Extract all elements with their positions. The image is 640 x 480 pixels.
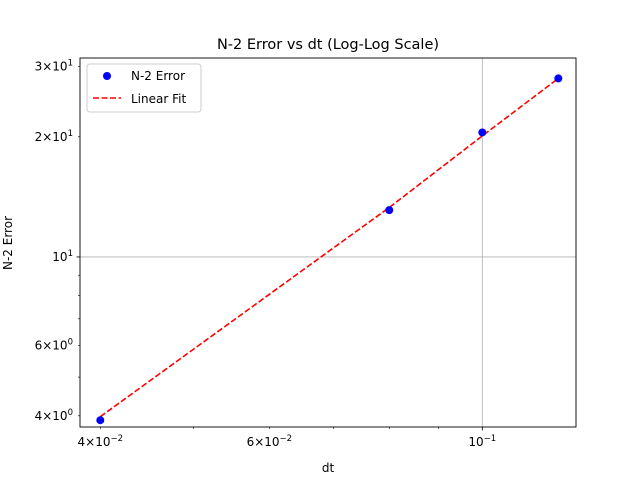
data-point [385, 206, 394, 215]
y-axis-label: N-2 Error [1, 216, 15, 270]
x-axis-label: dt [322, 461, 335, 475]
axis-ticks: 4×10−2 6×10−2 10−1 4×100 6×100 101 2×101 3×101 [35, 58, 497, 449]
y-tick-label: 4×100 [35, 408, 73, 423]
x-tick-label: 6×10−2 [247, 434, 293, 449]
data-point [478, 128, 487, 137]
data-point [554, 74, 563, 83]
linear-fit-line [99, 77, 559, 418]
y-tick-label: 6×100 [35, 338, 73, 353]
legend: N-2 Error Linear Fit [86, 63, 202, 113]
legend-box [86, 63, 202, 113]
data-point [96, 416, 105, 425]
x-tick-label: 4×10−2 [78, 434, 124, 449]
legend-label-n2-error: N-2 Error [131, 69, 185, 83]
chart-title: N-2 Error vs dt (Log-Log Scale) [217, 37, 439, 53]
x-tick-label: 10−1 [468, 434, 496, 449]
y-tick-label: 3×101 [35, 58, 73, 73]
y-tick-label: 2×101 [35, 129, 73, 144]
plot-series [96, 74, 563, 425]
grid-lines [80, 58, 576, 427]
y-tick-label: 101 [52, 249, 73, 264]
plot-area-frame [79, 57, 577, 428]
legend-marker-n2-error [103, 72, 111, 80]
legend-label-linear-fit: Linear Fit [131, 92, 186, 106]
